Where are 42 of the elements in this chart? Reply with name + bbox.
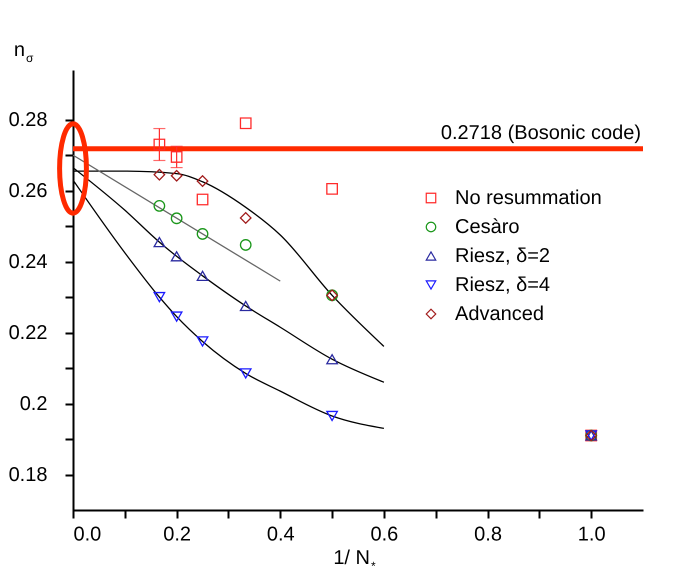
- point: [170, 151, 183, 163]
- x-tick-label: 1.0: [578, 524, 606, 546]
- point: [170, 212, 183, 224]
- legend-label: Riesz, δ=2: [455, 245, 550, 267]
- point: [153, 200, 166, 212]
- point: [196, 194, 208, 206]
- y-tick-label: 0.2: [20, 393, 48, 416]
- x-tick-label: 0.6: [370, 524, 398, 546]
- x-tick-label: 0.4: [266, 524, 295, 546]
- point: [196, 175, 208, 187]
- x-axis-title: 1/ N*: [333, 547, 376, 573]
- ref-line-label: 0.2718 (Bosonic code): [440, 122, 641, 144]
- y-tick-label: 0.28: [8, 109, 48, 132]
- legend-label: Riesz, δ=4: [455, 274, 550, 296]
- legend-label: Cesàro: [455, 216, 520, 238]
- point: [153, 168, 166, 181]
- point: [153, 138, 166, 150]
- legend-label: No resummation: [455, 187, 602, 209]
- x-tick-label: 0.0: [74, 524, 102, 546]
- point: [196, 228, 208, 240]
- y-tick-label: 0.24: [8, 251, 48, 274]
- point: [326, 182, 338, 195]
- point: [196, 270, 208, 281]
- point: [170, 170, 183, 182]
- point: [240, 300, 252, 312]
- y-tick-label: 0.18: [8, 464, 48, 486]
- y-tick-label: 0.22: [8, 322, 48, 344]
- point: [240, 368, 252, 379]
- point: [153, 292, 166, 302]
- legend-label: Advanced: [455, 303, 544, 325]
- point: [196, 336, 208, 347]
- point: [326, 410, 338, 422]
- y-tick-label: 0.26: [8, 180, 48, 202]
- x-tick-label: 0.2: [163, 524, 192, 546]
- point: [240, 117, 252, 130]
- point: [153, 236, 166, 248]
- x-tick-label: 0.8: [474, 524, 502, 546]
- point: [240, 212, 252, 224]
- point: [326, 354, 338, 364]
- point: [240, 239, 252, 251]
- point: [170, 311, 183, 322]
- point: [170, 251, 183, 262]
